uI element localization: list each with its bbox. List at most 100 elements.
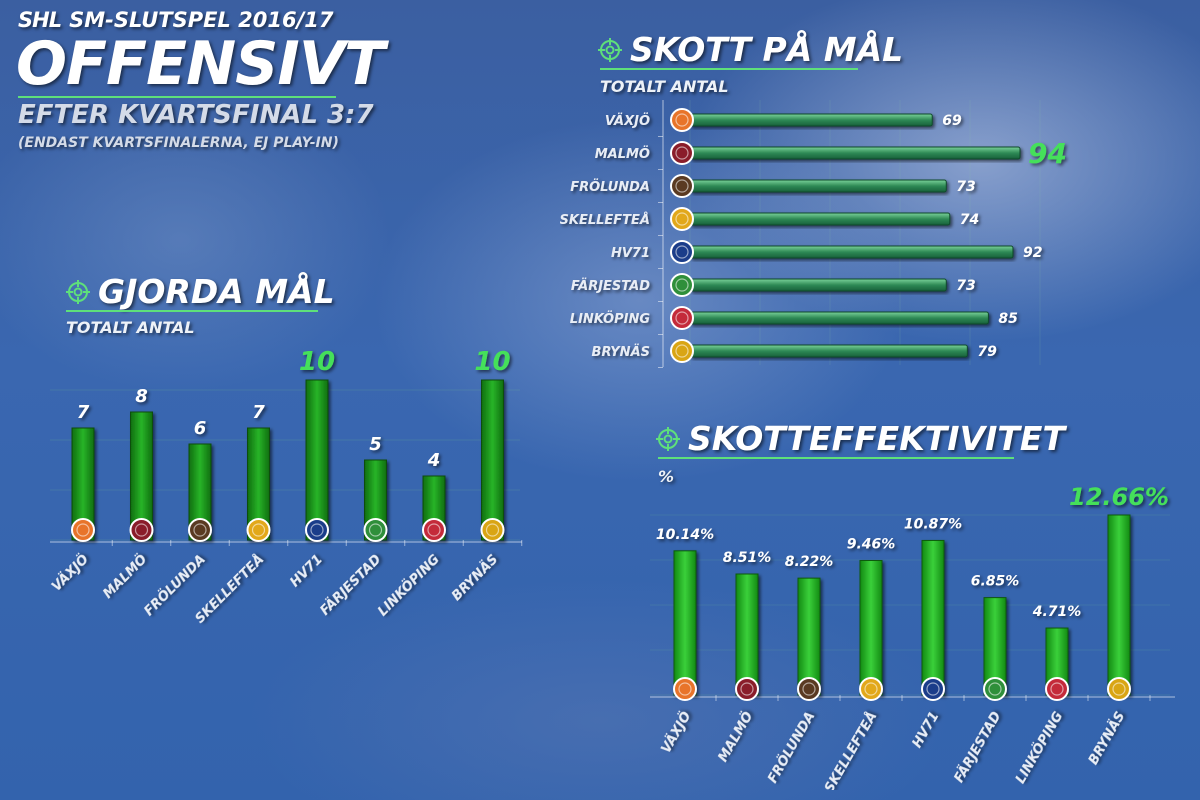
- goals-category-label: FÄRJESTAD: [317, 551, 384, 618]
- shots-bar: [689, 146, 1021, 160]
- goals-category-label: MALMÖ: [100, 552, 150, 602]
- brynas-logo-icon: [480, 518, 505, 542]
- efficiency-bar: [921, 539, 945, 696]
- shots-value-label: 92: [1023, 245, 1042, 261]
- efficiency-chart: 10.14% VÄXJÖ 8.51% MALMÖ 8.22% FRÖLUNDA 9.46% S…: [650, 483, 1175, 790]
- goals-bar: [481, 379, 504, 541]
- efficiency-value-label: 8.22%: [785, 554, 834, 570]
- efficiency-category-label: LINKÖPING: [1012, 709, 1066, 787]
- goals-category-label: HV71: [288, 552, 326, 590]
- skelleftea-logo-icon: [859, 677, 883, 701]
- shots-bar: [689, 245, 1014, 259]
- frolunda-logo-icon: [797, 677, 821, 701]
- shots-bar: [689, 212, 951, 226]
- efficiency-category-label: MALMÖ: [715, 709, 756, 765]
- hv71-logo-icon: [670, 240, 694, 264]
- target-icon: [66, 279, 90, 304]
- goals-value-label: 10: [474, 347, 510, 377]
- goals-title: GJORDA MÅL: [66, 272, 335, 311]
- efficiency-value-label: 10.87%: [904, 516, 962, 532]
- efficiency-value-label: 8.51%: [723, 550, 772, 566]
- shots-bar: [689, 344, 968, 358]
- malmo-logo-icon: [129, 518, 154, 542]
- efficiency-bar: [735, 573, 759, 696]
- efficiency-category-label: FÄRJESTAD: [951, 709, 1004, 786]
- efficiency-subtitle: %: [658, 467, 675, 486]
- efficiency-title: SKOTTEFFEKTIVITET: [656, 419, 1065, 458]
- shots-category-label: FRÖLUNDA: [570, 179, 650, 195]
- linkoping-logo-icon: [670, 306, 694, 330]
- shots-category-label: HV71: [611, 246, 650, 261]
- goals-title-divider: [66, 310, 318, 312]
- efficiency-value-label: 10.14%: [656, 527, 714, 543]
- vaxjo-logo-icon: [673, 677, 697, 701]
- shots-value-label: 79: [977, 344, 997, 360]
- goals-category-label: LINKÖPING: [375, 551, 443, 619]
- shots-category-label: MALMÖ: [595, 146, 650, 162]
- goals-value-label: 6: [194, 418, 207, 439]
- shots-title-divider: [600, 68, 858, 70]
- shots-bar: [689, 278, 947, 292]
- shots-bar: [689, 179, 947, 193]
- vaxjo-logo-icon: [71, 518, 95, 542]
- linkoping-logo-icon: [422, 518, 446, 542]
- vaxjo-logo-icon: [670, 108, 694, 132]
- goals-value-label: 7: [77, 402, 90, 423]
- league-header: SHL SM-SLUTSPEL 2016/17: [18, 8, 333, 32]
- goals-category-label: VÄXJÖ: [49, 552, 92, 595]
- league-season: SM-SLUTSPEL 2016/17: [69, 8, 334, 32]
- efficiency-category-label: SKELLEFTEÅ: [821, 709, 880, 790]
- hv71-logo-icon: [305, 518, 329, 542]
- hv71-logo-icon: [921, 677, 945, 701]
- shots-category-label: VÄXJÖ: [605, 113, 650, 129]
- efficiency-category-label: VÄXJÖ: [658, 709, 694, 756]
- efficiency-bar: [673, 550, 697, 696]
- frolunda-logo-icon: [670, 174, 694, 198]
- shots-value-label: 73: [956, 278, 975, 294]
- page-subtitle: EFTER KVARTSFINAL 3:7: [18, 100, 374, 130]
- goals-value-label: 7: [252, 402, 265, 423]
- goals-value-label: 10: [299, 347, 335, 377]
- shots-value-label: 94: [1028, 137, 1067, 170]
- shots-value-label: 73: [956, 179, 975, 195]
- shots-title: SKOTT PÅ MÅL: [598, 30, 903, 69]
- efficiency-value-label: 12.66%: [1069, 483, 1169, 511]
- brynas-logo-icon: [1107, 677, 1131, 701]
- goals-value-label: 5: [369, 434, 382, 455]
- shots-bar: [689, 311, 989, 325]
- shots-value-label: 85: [998, 311, 1018, 327]
- shots-value-label: 74: [960, 212, 979, 228]
- farjestad-logo-icon: [363, 518, 388, 542]
- goals-title-text: GJORDA MÅL: [98, 272, 335, 311]
- linkoping-logo-icon: [1045, 677, 1069, 701]
- shots-value-label: 69: [942, 113, 962, 129]
- shots-category-label: LINKÖPING: [570, 311, 651, 327]
- target-icon: [656, 426, 680, 451]
- shots-category-label: SKELLEFTEÅ: [560, 212, 650, 228]
- goals-value-label: 8: [135, 386, 148, 407]
- efficiency-value-label: 4.71%: [1032, 604, 1082, 620]
- shl-logo: SHL: [18, 8, 62, 32]
- page-note: (ENDAST KVARTSFINALERNA, EJ PLAY-IN): [18, 135, 339, 151]
- efficiency-bar: [1107, 514, 1131, 696]
- malmo-logo-icon: [670, 141, 694, 165]
- malmo-logo-icon: [735, 677, 759, 701]
- shots-category-label: BRYNÄS: [592, 344, 650, 360]
- efficiency-category-label: HV71: [910, 710, 943, 751]
- brynas-logo-icon: [670, 339, 694, 363]
- efficiency-bar: [859, 559, 883, 696]
- goals-subtitle: TOTALT ANTAL: [66, 318, 195, 337]
- shots-title-text: SKOTT PÅ MÅL: [630, 30, 904, 69]
- skelleftea-logo-icon: [246, 518, 271, 542]
- farjestad-logo-icon: [670, 273, 694, 297]
- page-title: OFFENSIVT: [16, 29, 385, 99]
- title-divider: [18, 96, 336, 98]
- skelleftea-logo-icon: [670, 207, 694, 231]
- efficiency-title-text: SKOTTEFFEKTIVITET: [688, 419, 1065, 458]
- target-icon: [598, 37, 622, 62]
- efficiency-value-label: 9.46%: [847, 536, 896, 552]
- efficiency-title-divider: [658, 457, 1014, 459]
- farjestad-logo-icon: [983, 677, 1007, 701]
- shots-subtitle: TOTALT ANTAL: [600, 77, 729, 96]
- shots-bar: [689, 113, 933, 127]
